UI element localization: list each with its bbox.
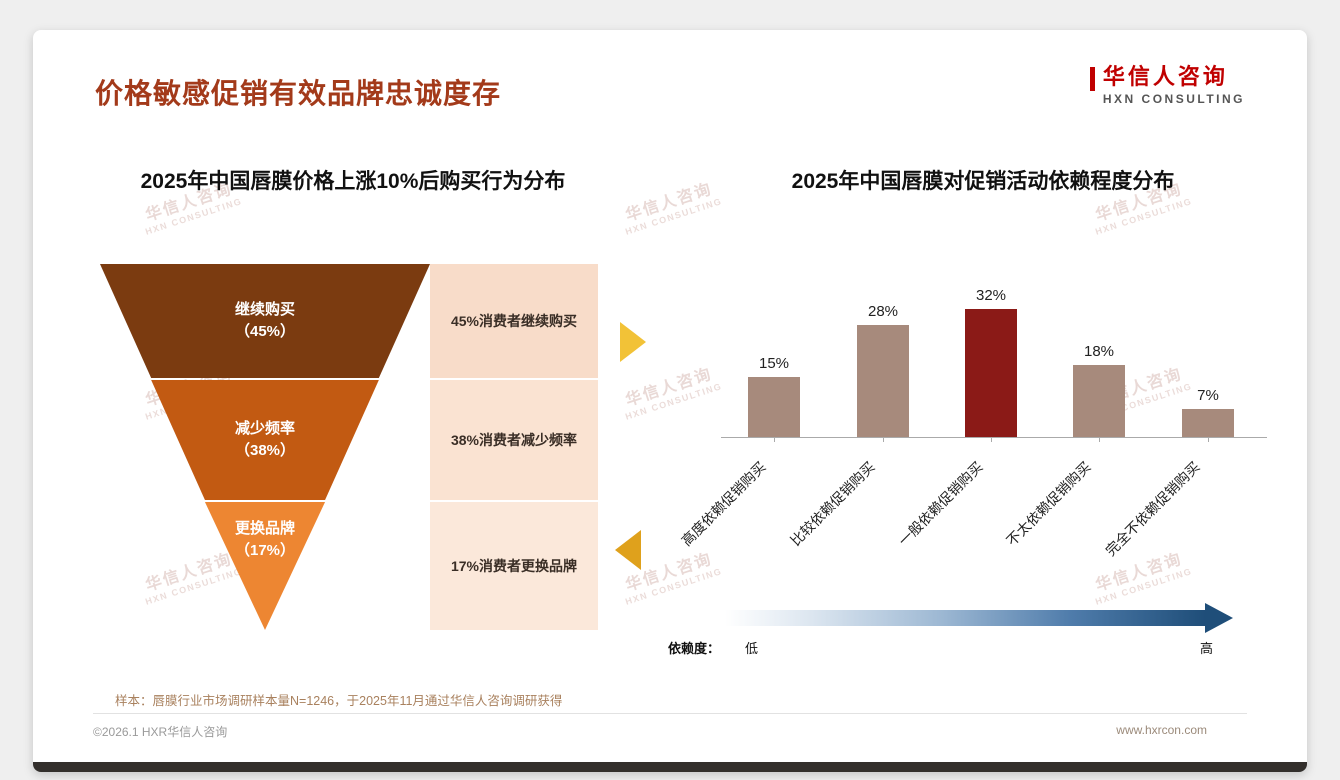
funnel-segment-pct: （45%）: [234, 323, 296, 340]
funnel-annotations: 45%消费者继续购买 38%消费者减少频率 17%消费者更换品牌: [430, 264, 598, 632]
category-label: 比较依赖促销购买: [787, 458, 878, 549]
dependency-gradient-arrow: [725, 610, 1205, 626]
funnel-annotation: 38%消费者减少频率: [430, 380, 598, 500]
funnel-annotation: 17%消费者更换品牌: [430, 502, 598, 630]
dependency-arrowhead-icon: [1205, 603, 1233, 633]
bar-column: 32%: [965, 237, 1017, 437]
funnel-segment-label: 减少频率: [234, 420, 295, 438]
category-label: 一般依赖促销购买: [895, 458, 986, 549]
bar: [857, 325, 909, 437]
funnel-segment-label: 更换品牌: [234, 520, 295, 537]
dependency-axis-title: 依赖度：: [668, 641, 721, 656]
bar-highlighted: [965, 309, 1017, 437]
bar-column: 15%: [748, 237, 800, 437]
funnel-segment-pct: （17%）: [234, 541, 296, 559]
funnel-segment-reduce: 减少频率 （38%）: [151, 380, 379, 500]
bar-value-label: 28%: [867, 303, 899, 320]
logo-cn-text: 华信人咨询: [1102, 64, 1228, 89]
bar-column: 7%: [1182, 237, 1234, 437]
bar-value-label: 7%: [1197, 387, 1219, 404]
dependency-low-label: 低: [745, 641, 759, 656]
funnel-annotation: 45%消费者继续购买: [430, 264, 598, 378]
bar-chart-title: 2025年中国唇膜对促销活动依赖程度分布: [791, 170, 1175, 193]
category-label: 不太依赖促销购买: [1003, 458, 1094, 549]
dependency-high-label: 高: [1200, 641, 1214, 656]
arrow-right-icon: [620, 322, 646, 362]
footer-divider: [93, 713, 1247, 714]
logo-text: 华信人咨询 HXN CONSULTING: [1103, 64, 1245, 106]
website-url: www.hxrcon.com: [1116, 723, 1207, 737]
category-label: 高度依赖促销购买: [678, 458, 769, 549]
bar-column: 28%: [857, 237, 909, 437]
arrow-left-icon: [615, 530, 641, 570]
logo-en-text: HXN CONSULTING: [1102, 92, 1245, 107]
bar-value-label: 18%: [1083, 343, 1115, 360]
funnel-chart-title: 2025年中国唇膜价格上涨10%后购买行为分布: [140, 170, 566, 193]
funnel-segment-label: 继续购买: [234, 301, 295, 319]
bar-column: 18%: [1073, 237, 1125, 437]
axis-tick: [883, 437, 884, 442]
funnel-segment-continue: 继续购买 （45%）: [100, 264, 430, 378]
axis-tick: [1208, 437, 1209, 442]
axis-tick: [774, 437, 775, 442]
sample-footnote: 样本：唇膜行业市场调研样本量N=1246，于2025年11月通过华信人咨询调研获…: [115, 694, 563, 708]
funnel-chart: 继续购买 （45%） 减少频率 （38%） 更换品牌 （17%）: [100, 264, 430, 632]
funnel-segment-switch: 更换品牌 （17%）: [204, 502, 326, 630]
bar-value-label: 32%: [975, 287, 1007, 304]
company-logo: 华信人咨询 HXN CONSULTING: [1089, 64, 1245, 106]
copyright-text: ©2026.1 HXR华信人咨询: [93, 725, 228, 739]
logo-bar-icon: [1089, 67, 1095, 91]
bar: [1073, 365, 1125, 437]
page-title: 价格敏感促销有效品牌忠诚度存: [95, 78, 502, 109]
category-label: 完全不依赖促销购买: [1102, 458, 1203, 559]
x-axis-line: [721, 437, 1267, 438]
bar: [748, 377, 800, 437]
funnel-segment-pct: （38%）: [234, 442, 296, 459]
axis-tick: [1099, 437, 1100, 442]
bar-value-label: 15%: [758, 355, 790, 372]
slide-card: 价格敏感促销有效品牌忠诚度存 华信人咨询 HXN CONSULTING 华信人咨…: [33, 30, 1307, 772]
bar: [1182, 409, 1234, 437]
axis-tick: [991, 437, 992, 442]
